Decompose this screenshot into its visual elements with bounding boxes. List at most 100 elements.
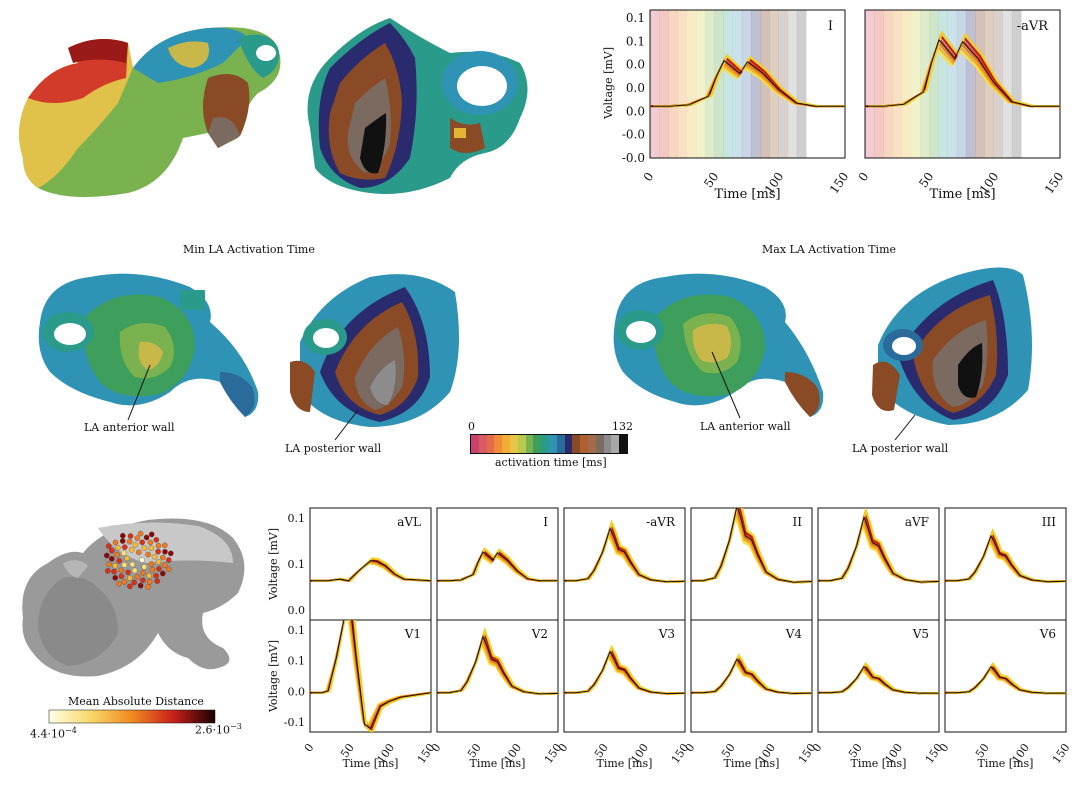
- colorbar-swatch: [502, 435, 510, 453]
- distance-dot: [105, 568, 111, 574]
- colorbar-swatch: [517, 435, 526, 453]
- distance-title: Mean Absolute Distance: [68, 695, 204, 708]
- x-tick-label: 0: [302, 741, 317, 754]
- distance-dot: [106, 543, 112, 549]
- colorbar-swatch: [556, 435, 565, 453]
- ecg-grid-panels: aVL 0.1 0.1 0.0 Voltage [mV] I -aVR II aVF III V1 0…: [267, 507, 1072, 770]
- distance-dot: [118, 567, 124, 574]
- ecg-mean-trace: [691, 508, 812, 583]
- colorbar-swatch: [564, 435, 573, 453]
- distance-dot: [137, 530, 144, 537]
- ecg-panel-III: III: [944, 507, 1067, 621]
- distance-dot: [112, 539, 119, 546]
- ecg-ensemble-trace: [946, 528, 1066, 583]
- lead-label: V2: [531, 627, 548, 641]
- activation-band: [910, 10, 921, 158]
- ecg-panel-II: II: [690, 507, 813, 621]
- y-tick-label: 0.1: [288, 512, 306, 525]
- activation-band: [723, 10, 734, 158]
- distance-dot: [156, 566, 162, 572]
- colorbar-swatch: [548, 435, 557, 453]
- ecg-ensemble-trace: [652, 53, 845, 108]
- distance-dot: [118, 573, 125, 580]
- activation-band: [659, 10, 669, 158]
- distance-dot: [141, 564, 148, 570]
- colorbar-swatch: [611, 435, 620, 453]
- activation-band: [965, 10, 976, 158]
- distance-dot: [120, 550, 127, 556]
- distance-dot: [137, 582, 144, 589]
- lead-label: III: [1042, 515, 1056, 529]
- colorbar-swatch: [509, 435, 518, 453]
- x-axis-label: Time [ms]: [851, 757, 907, 770]
- distance-dot: [124, 555, 130, 562]
- ecg-ensemble-trace: [565, 644, 685, 695]
- ecg-mean-trace: [310, 620, 431, 730]
- ecg-mean-trace: [945, 534, 1066, 583]
- distance-dot: [132, 542, 139, 548]
- distance-min: 4.4·10−4: [30, 726, 77, 741]
- activation-band: [778, 10, 789, 158]
- lead-label: -aVR: [1017, 19, 1050, 34]
- distance-dot: [140, 577, 146, 584]
- y-tick-label: 0.0: [288, 685, 306, 698]
- distance-dot: [161, 562, 168, 568]
- y-tick-label: 0.0: [626, 104, 645, 118]
- distance-max: 2.6·10−3: [195, 722, 242, 737]
- min-la-anterior-mesh: [38, 273, 259, 417]
- lead-label: II: [793, 515, 803, 529]
- x-axis-label: Time [ms]: [714, 187, 780, 202]
- distance-dot: [151, 553, 158, 560]
- distance-dot: [128, 547, 135, 553]
- ecg-ensemble-trace: [692, 508, 812, 584]
- distance-dot: [122, 544, 128, 550]
- plot-frame: [436, 619, 559, 733]
- ecg-ensemble-trace: [311, 620, 431, 732]
- distance-dot: [127, 533, 134, 539]
- distance-dot: [160, 554, 166, 561]
- distance-dot: [105, 561, 112, 568]
- distance-dot: [148, 531, 155, 538]
- lead-label: V5: [912, 627, 929, 641]
- distance-dot: [126, 538, 133, 545]
- distance-dot: [148, 545, 155, 551]
- colorbar-swatch: [541, 435, 549, 453]
- colorbar-swatch: [471, 435, 479, 453]
- distance-dot: [155, 559, 162, 565]
- y-tick-label: 0.0: [288, 604, 306, 617]
- distance-min-base: 4.4·10: [30, 727, 65, 741]
- max-posterior-label: LA posterior wall: [852, 442, 949, 455]
- distance-dot: [149, 567, 156, 573]
- distance-dot: [111, 568, 117, 575]
- top-ylabel: Voltage [mV]: [602, 47, 615, 120]
- activation-band: [975, 10, 985, 158]
- distance-dot: [165, 566, 172, 572]
- ecg-mean-trace: [564, 650, 685, 695]
- ecg-panel-aVF: aVF: [817, 507, 940, 621]
- distance-dot: [141, 545, 148, 551]
- activation-band: [650, 10, 660, 158]
- y-tick-label: 0.1: [288, 655, 306, 668]
- distance-dot: [145, 551, 151, 558]
- distance-max-exp: −3: [230, 722, 242, 731]
- distance-dot: [131, 567, 138, 574]
- ecg-panel-aVL: aVL 0.1 0.1 0.0 Voltage [mV]: [267, 507, 432, 621]
- max-la-title: Max LA Activation Time: [762, 243, 897, 256]
- activation-colorbar: [470, 434, 628, 454]
- y-tick-label: -0.0: [622, 128, 645, 142]
- top-heart-right: [307, 18, 528, 194]
- ecg-mean-trace: [437, 551, 558, 582]
- plot-frame: [436, 507, 559, 621]
- plot-frame: [649, 9, 846, 159]
- ecg-ensemble-trace: [867, 30, 1060, 108]
- distance-max-base: 2.6·10: [195, 723, 230, 737]
- ecg-ensemble-trace: [565, 519, 685, 584]
- distance-dot: [153, 573, 159, 579]
- ecg-mean-trace: [691, 658, 812, 695]
- activation-band: [938, 10, 949, 158]
